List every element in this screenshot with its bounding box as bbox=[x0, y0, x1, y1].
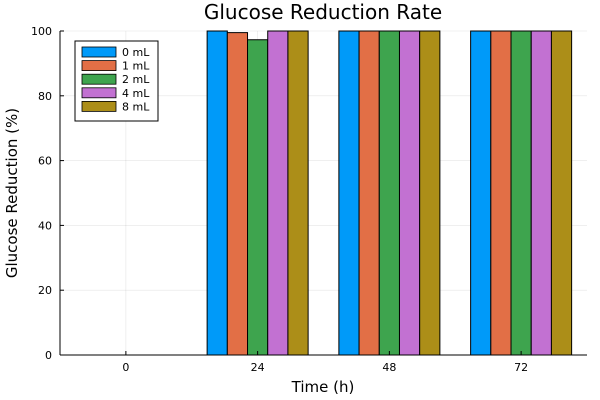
bar bbox=[206, 30, 228, 356]
x-tick-label: 72 bbox=[514, 361, 528, 374]
legend: 0 mL1 mL2 mL4 mL8 mL bbox=[74, 40, 159, 122]
bar bbox=[398, 30, 421, 356]
y-tick-label: 40 bbox=[38, 219, 52, 232]
legend-label: 1 mL bbox=[122, 60, 150, 73]
y-tick-label: 0 bbox=[45, 349, 52, 362]
bar bbox=[510, 30, 532, 356]
y-tick-label: 80 bbox=[38, 90, 52, 103]
x-axis-label: Time (h) bbox=[291, 378, 355, 396]
bar bbox=[470, 30, 492, 356]
legend-swatch bbox=[81, 73, 117, 85]
legend-swatch bbox=[81, 101, 117, 112]
x-tick-labels: 0 24 48 72 bbox=[122, 361, 528, 374]
bar bbox=[419, 30, 441, 356]
chart-title: Glucose Reduction Rate bbox=[204, 0, 442, 24]
legend-swatch bbox=[81, 60, 117, 71]
axes bbox=[59, 30, 587, 356]
bar bbox=[338, 30, 360, 356]
legend-swatch bbox=[81, 87, 117, 99]
x-tick-label: 48 bbox=[382, 361, 396, 374]
bar bbox=[378, 30, 400, 356]
y-tick-label: 20 bbox=[38, 284, 52, 297]
bar bbox=[267, 30, 289, 356]
bar bbox=[247, 39, 269, 356]
y-axis-label: Glucose Reduction (%) bbox=[3, 108, 21, 278]
x-tick-label: 24 bbox=[251, 361, 265, 374]
y-tick-label: 100 bbox=[31, 25, 52, 38]
legend-label: 8 mL bbox=[122, 100, 150, 113]
bar bbox=[490, 30, 512, 356]
bar bbox=[530, 30, 552, 356]
bar bbox=[226, 32, 249, 356]
legend-label: 2 mL bbox=[122, 73, 150, 86]
bar bbox=[358, 30, 380, 356]
y-tick-label: 60 bbox=[38, 155, 52, 168]
bar bbox=[287, 30, 309, 356]
legend-label: 4 mL bbox=[122, 87, 150, 100]
bars bbox=[206, 30, 573, 356]
bar bbox=[550, 30, 573, 356]
x-tick-label: 0 bbox=[122, 361, 129, 374]
y-tick-labels: 0 20 40 60 80 100 bbox=[31, 25, 52, 362]
legend-swatch bbox=[81, 46, 117, 58]
legend-label: 0 mL bbox=[122, 46, 150, 59]
